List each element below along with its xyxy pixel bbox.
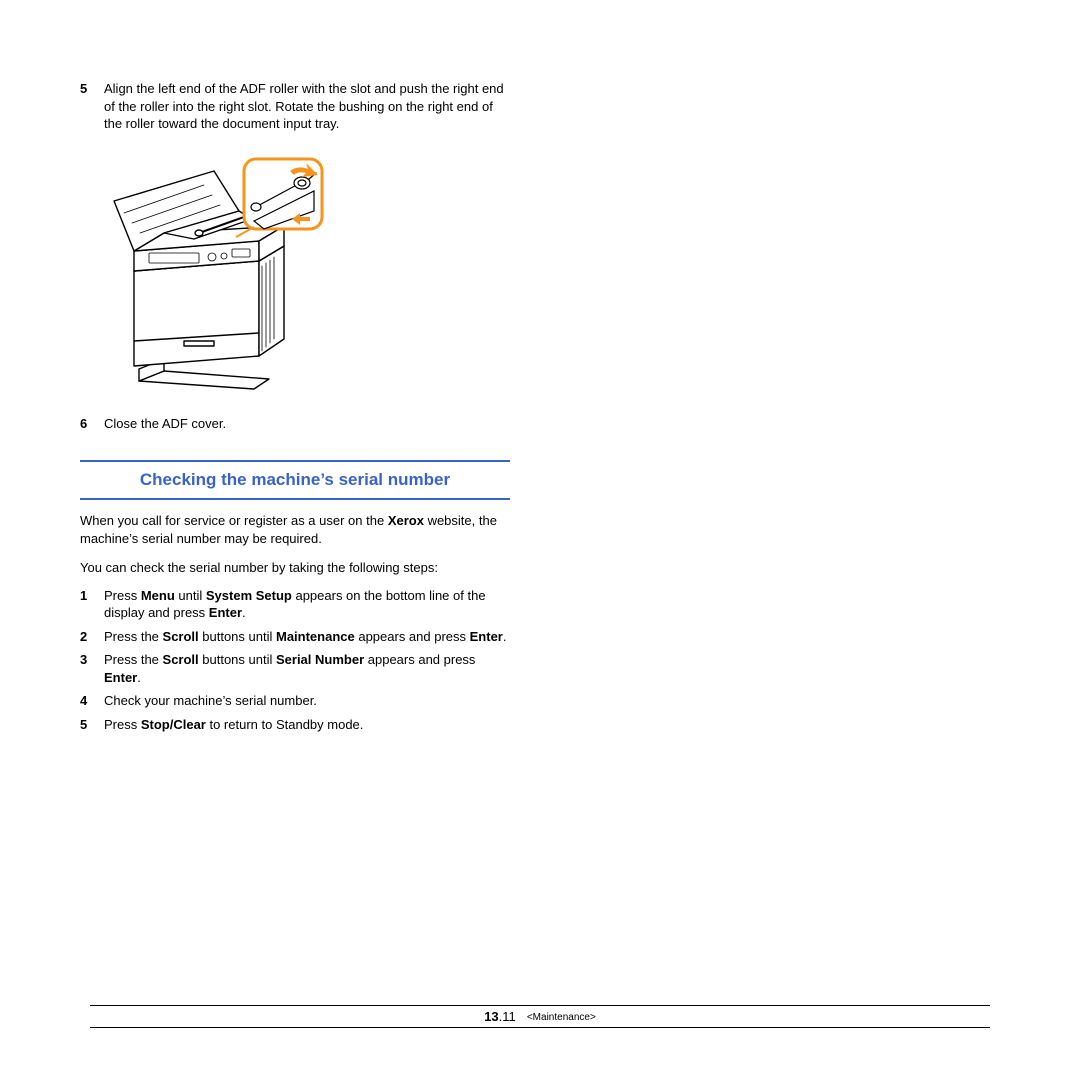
step-row: 5 Press Stop/Clear to return to Standby … — [80, 716, 510, 734]
section-title: Checking the machine’s serial number — [80, 462, 510, 496]
step-row: 4 Check your machine’s serial number. — [80, 692, 510, 710]
step-number: 3 — [80, 651, 104, 669]
step-number: 5 — [80, 80, 104, 98]
step-text: Press the Scroll buttons until Serial Nu… — [104, 651, 510, 686]
step-text: Close the ADF cover. — [104, 415, 510, 433]
step-number: 5 — [80, 716, 104, 734]
step-text: Check your machine’s serial number. — [104, 692, 510, 710]
step-number: 1 — [80, 587, 104, 605]
step-number: 4 — [80, 692, 104, 710]
page-footer: 13.11 <Maintenance> — [90, 1005, 990, 1028]
page-number: .11 — [499, 1009, 516, 1024]
printer-illustration — [104, 141, 324, 401]
step-text: Press the Scroll buttons until Maintenan… — [104, 628, 510, 646]
intro-paragraph: When you call for service or register as… — [80, 512, 510, 548]
step-number: 2 — [80, 628, 104, 646]
chapter-number: 13 — [484, 1009, 498, 1024]
manual-page: 5 Align the left end of the ADF roller w… — [0, 0, 1080, 1080]
step-row: 2 Press the Scroll buttons until Mainten… — [80, 628, 510, 646]
step-row: 5 Align the left end of the ADF roller w… — [80, 80, 510, 133]
breadcrumb: <Maintenance> — [527, 1012, 596, 1023]
step-text: Press Menu until System Setup appears on… — [104, 587, 510, 622]
step-row: 6 Close the ADF cover. — [80, 415, 510, 433]
step-number: 6 — [80, 415, 104, 433]
step-text: Align the left end of the ADF roller wit… — [104, 80, 510, 133]
left-column: 5 Align the left end of the ADF roller w… — [80, 80, 510, 734]
section-rule — [80, 498, 510, 500]
step-text: Press Stop/Clear to return to Standby mo… — [104, 716, 510, 734]
step-row: 1 Press Menu until System Setup appears … — [80, 587, 510, 622]
step-row: 3 Press the Scroll buttons until Serial … — [80, 651, 510, 686]
intro-paragraph: You can check the serial number by takin… — [80, 559, 510, 577]
